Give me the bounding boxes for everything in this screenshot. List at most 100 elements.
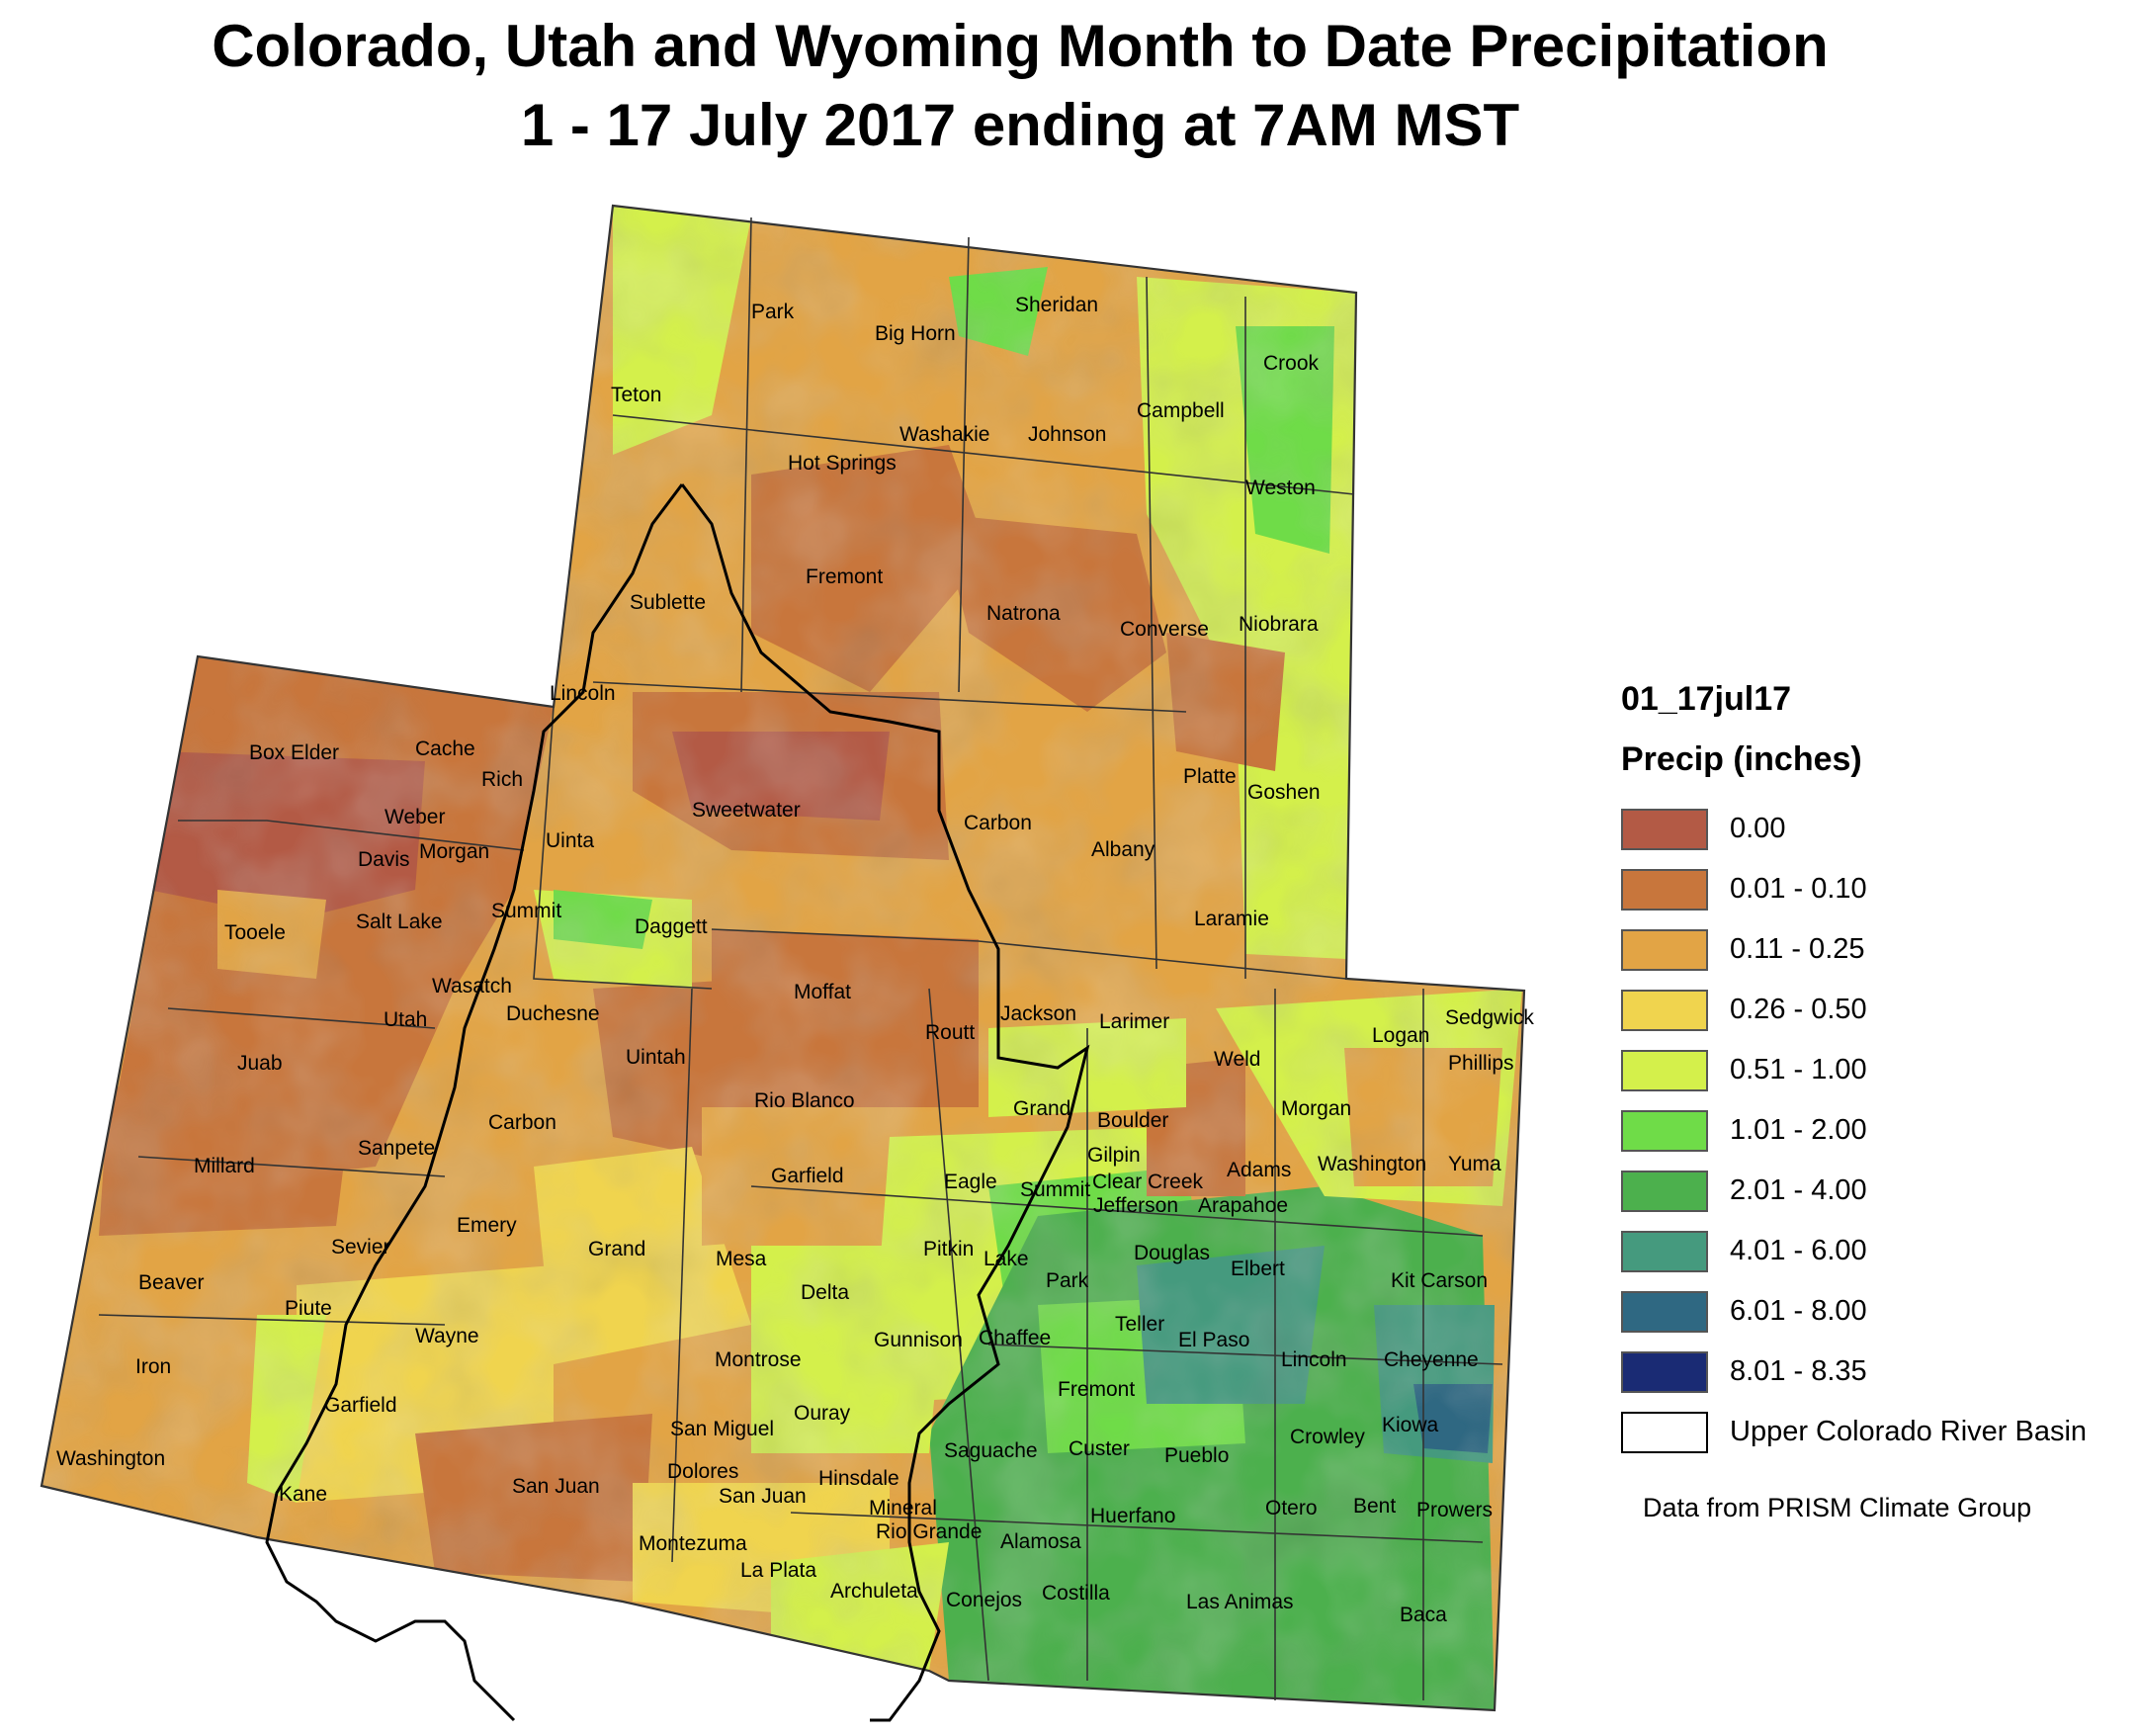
county-label: Fremont: [806, 565, 883, 588]
legend-label: 6.01 - 8.00: [1730, 1295, 1867, 1327]
county-label: Niobrara: [1239, 613, 1319, 636]
county-label: Juab: [237, 1052, 283, 1075]
legend-subheading: Precip (inches): [1621, 740, 1862, 778]
county-label: Phillips: [1448, 1052, 1514, 1075]
county-label: Park: [1046, 1269, 1089, 1292]
county-label: Sedgwick: [1445, 1006, 1534, 1029]
county-label: Natrona: [986, 602, 1061, 625]
county-label: Park: [751, 301, 795, 323]
legend-item: Upper Colorado River Basin: [1621, 1402, 2135, 1462]
county-label: Davis: [358, 848, 410, 871]
legend-swatch: [1621, 868, 1708, 911]
county-label: Boulder: [1097, 1109, 1168, 1132]
county-label: Jackson: [1000, 1002, 1076, 1025]
county-label: Kane: [279, 1483, 327, 1506]
county-label: Pueblo: [1164, 1444, 1229, 1467]
county-label: Custer: [1069, 1437, 1130, 1460]
legend-label: 0.00: [1730, 813, 1786, 844]
county-label: Salt Lake: [356, 911, 443, 933]
county-label: Lincoln: [1281, 1348, 1347, 1371]
county-label: Wasatch: [432, 975, 512, 998]
county-label: Fremont: [1058, 1378, 1135, 1401]
county-label: Tooele: [224, 921, 286, 944]
county-label: Garfield: [324, 1394, 397, 1417]
county-label: Weber: [385, 806, 445, 828]
county-label: Duchesne: [506, 1002, 600, 1025]
county-label: Hinsdale: [818, 1467, 899, 1490]
county-label: Mineral: [869, 1497, 937, 1519]
county-label: Summit: [1020, 1178, 1090, 1201]
county-label: Daggett: [635, 915, 708, 938]
legend-swatch: [1621, 1290, 1708, 1333]
legend-swatch: [1621, 1049, 1708, 1091]
county-label: El Paso: [1178, 1329, 1249, 1351]
county-label: Rich: [481, 768, 523, 791]
county-label: Utah: [384, 1008, 427, 1031]
county-label: Garfield: [771, 1165, 844, 1187]
legend-swatch: [1621, 1109, 1708, 1152]
legend-item: 0.11 - 0.25: [1621, 919, 2135, 980]
county-label: Prowers: [1416, 1499, 1493, 1521]
county-label: Las Animas: [1186, 1591, 1294, 1613]
legend-item: 8.01 - 8.35: [1621, 1342, 2135, 1402]
legend-label: 0.26 - 0.50: [1730, 994, 1867, 1025]
county-label: Gunnison: [874, 1329, 963, 1351]
county-label: Big Horn: [875, 322, 956, 345]
legend-swatch: [1621, 1411, 1708, 1453]
county-label: Weston: [1245, 477, 1316, 499]
county-label: Alamosa: [1000, 1530, 1081, 1553]
legend-item: 0.51 - 1.00: [1621, 1040, 2135, 1100]
county-label: Lincoln: [550, 682, 616, 705]
map-title-line2: 1 - 17 July 2017 ending at 7AM MST: [520, 92, 1520, 158]
county-label: San Miguel: [670, 1418, 774, 1440]
legend-swatch: [1621, 1350, 1708, 1393]
legend-label: 8.01 - 8.35: [1730, 1355, 1867, 1387]
county-label: Sanpete: [358, 1137, 435, 1160]
county-label: Yuma: [1448, 1153, 1501, 1175]
legend-item: 1.01 - 2.00: [1621, 1100, 2135, 1161]
legend-label: Upper Colorado River Basin: [1730, 1416, 2088, 1447]
county-label: Cache: [415, 738, 475, 760]
county-label: Iron: [135, 1355, 171, 1378]
county-label: Grand: [588, 1238, 645, 1260]
legend-label: 2.01 - 4.00: [1730, 1174, 1867, 1206]
county-label: Washington: [56, 1447, 165, 1470]
county-label: Kit Carson: [1391, 1269, 1488, 1292]
county-label: Chaffee: [979, 1327, 1051, 1349]
county-label: Jefferson: [1093, 1194, 1178, 1217]
county-label: Sweetwater: [692, 799, 801, 822]
county-label: Moffat: [794, 981, 851, 1003]
county-label: Adams: [1227, 1159, 1291, 1181]
county-label: Sheridan: [1015, 294, 1098, 316]
county-label: Arapahoe: [1198, 1194, 1288, 1217]
county-label: Baca: [1400, 1604, 1447, 1626]
county-label: Saguache: [944, 1439, 1038, 1462]
county-label: San Juan: [512, 1475, 600, 1498]
county-label: Eagle: [944, 1171, 997, 1193]
legend-swatch: [1621, 1170, 1708, 1212]
legend-heading: 01_17jul17: [1621, 680, 1792, 718]
county-label: Ouray: [794, 1402, 851, 1425]
legend-items: 0.00 0.01 - 0.10 0.11 - 0.25 0.26 - 0.50 0.5…: [1621, 799, 2135, 1462]
county-label: Johnson: [1028, 423, 1106, 446]
county-label: Kiowa: [1382, 1414, 1439, 1436]
county-label: Platte: [1183, 765, 1237, 788]
county-label: Montezuma: [639, 1532, 747, 1555]
county-label: Laramie: [1194, 908, 1269, 930]
county-label: Larimer: [1099, 1010, 1169, 1033]
legend-swatch: [1621, 928, 1708, 971]
county-label: Bent: [1353, 1495, 1396, 1518]
legend-swatch: [1621, 1230, 1708, 1272]
legend-label: 1.01 - 2.00: [1730, 1114, 1867, 1146]
county-label: Wayne: [415, 1325, 479, 1347]
map-title-line1: Colorado, Utah and Wyoming Month to Date…: [212, 13, 1829, 79]
county-labels: Park Big Horn Sheridan Crook Teton Campb…: [56, 294, 1534, 1626]
county-label: Washakie: [899, 423, 989, 446]
county-label: Converse: [1120, 618, 1209, 641]
county-label: Carbon: [964, 812, 1032, 834]
county-label: Washington: [1318, 1153, 1426, 1175]
legend-label: 0.11 - 0.25: [1730, 933, 1865, 965]
county-label: Weld: [1214, 1048, 1260, 1071]
county-label: Dolores: [667, 1460, 738, 1483]
